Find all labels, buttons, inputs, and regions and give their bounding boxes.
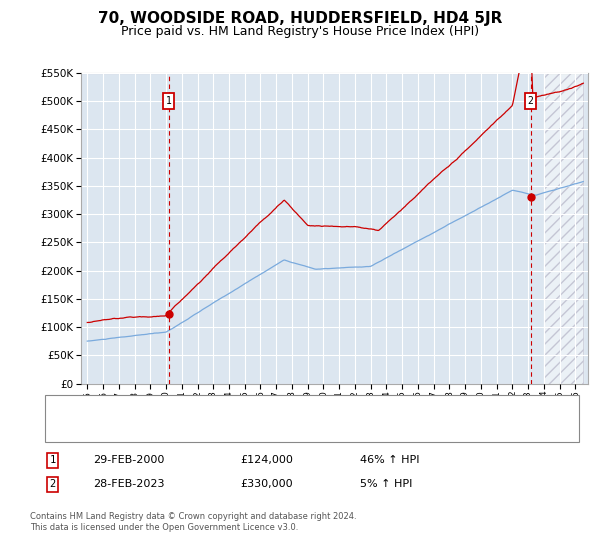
Text: 28-FEB-2023: 28-FEB-2023 [93,479,164,489]
Text: 46% ↑ HPI: 46% ↑ HPI [360,455,419,465]
Text: 5% ↑ HPI: 5% ↑ HPI [360,479,412,489]
Text: 1: 1 [50,455,56,465]
Text: 29-FEB-2000: 29-FEB-2000 [93,455,164,465]
Text: 70, WOODSIDE ROAD, HUDDERSFIELD, HD4 5JR (detached house): 70, WOODSIDE ROAD, HUDDERSFIELD, HD4 5JR… [123,404,452,414]
Text: Contains HM Land Registry data © Crown copyright and database right 2024.
This d: Contains HM Land Registry data © Crown c… [30,512,356,532]
Text: HPI: Average price, detached house, Kirklees: HPI: Average price, detached house, Kirk… [123,423,347,433]
Text: £330,000: £330,000 [240,479,293,489]
Text: 70, WOODSIDE ROAD, HUDDERSFIELD, HD4 5JR: 70, WOODSIDE ROAD, HUDDERSFIELD, HD4 5JR [98,11,502,26]
Text: Price paid vs. HM Land Registry's House Price Index (HPI): Price paid vs. HM Land Registry's House … [121,25,479,38]
Text: 2: 2 [50,479,56,489]
Text: 1: 1 [166,96,172,106]
Text: £124,000: £124,000 [240,455,293,465]
Text: 2: 2 [528,96,533,106]
